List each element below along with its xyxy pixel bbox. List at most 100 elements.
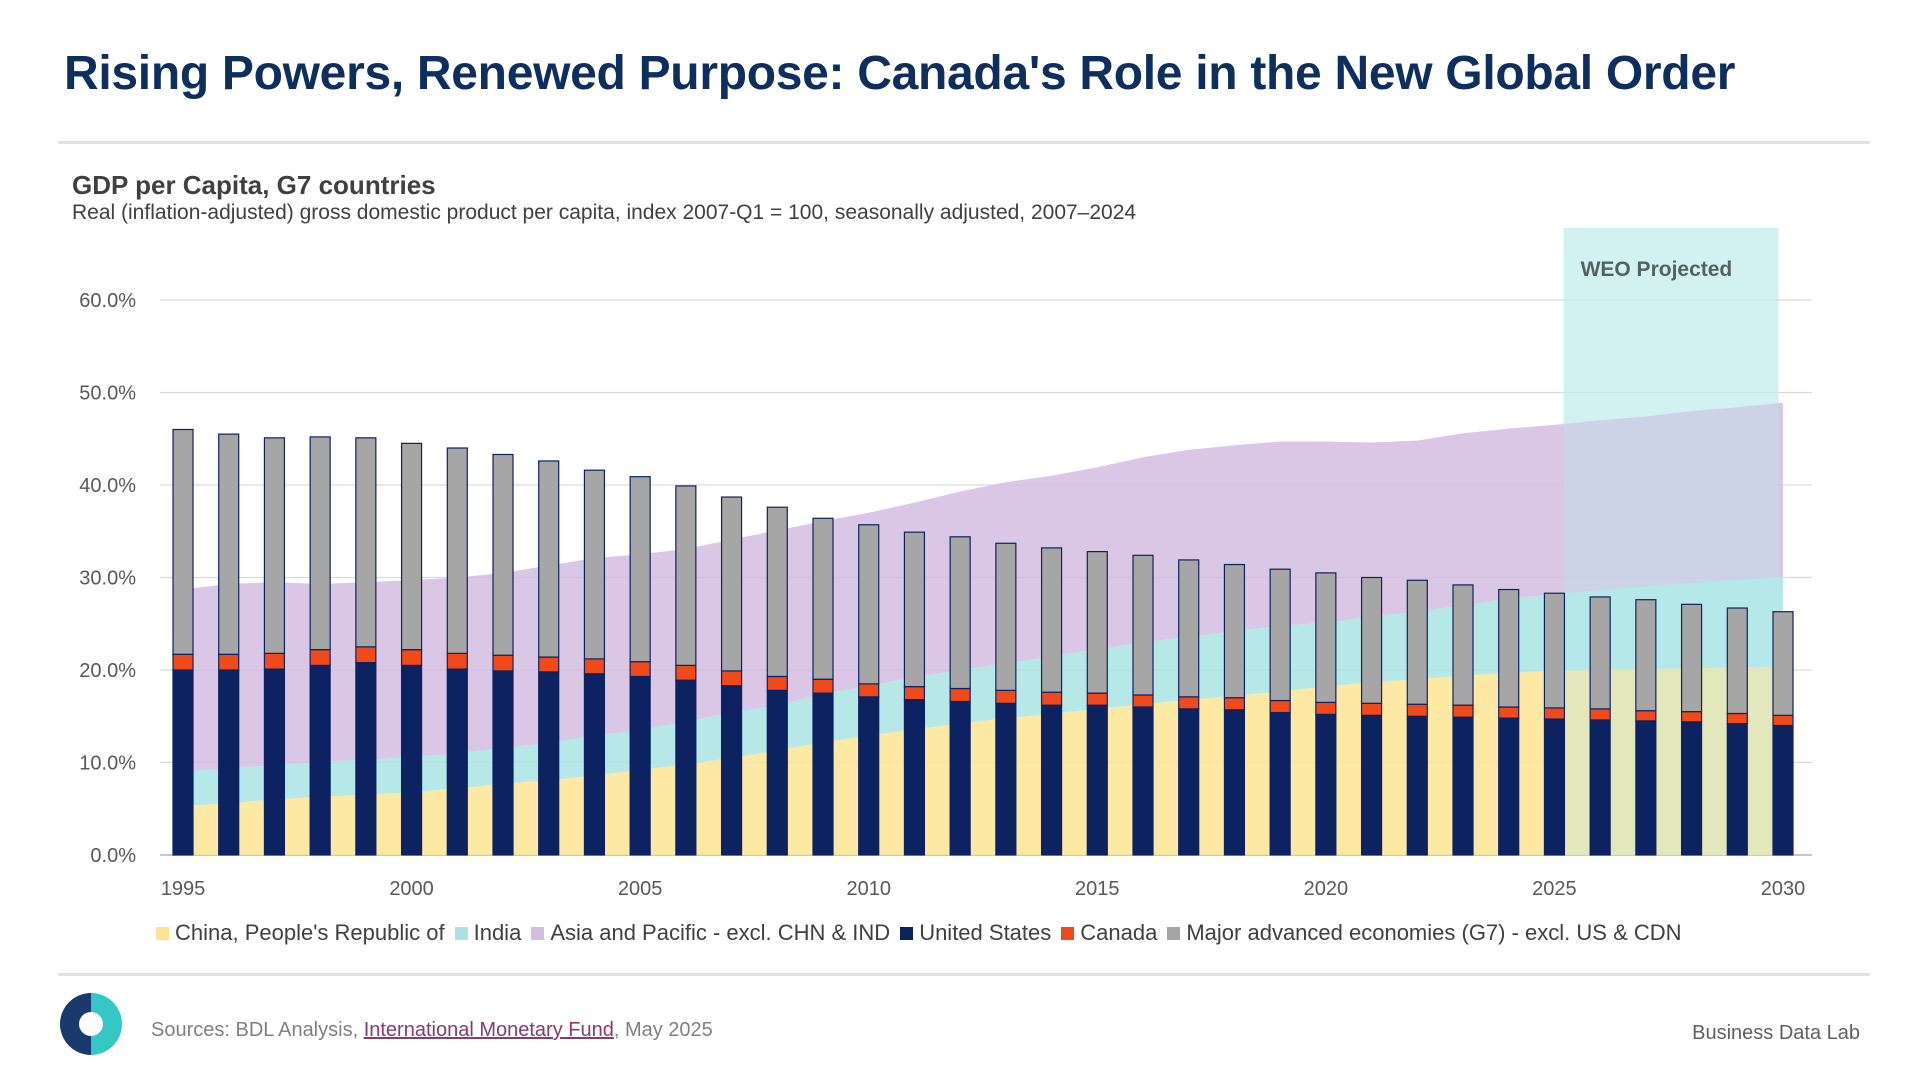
bar-canada (812, 678, 834, 694)
chart-title: GDP per Capita, G7 countries (72, 170, 436, 200)
x-tick-label: 2015 (1075, 878, 1120, 900)
bar-canada (446, 652, 468, 670)
projection-label: WEO Projected (1581, 258, 1733, 281)
bar-canada (583, 658, 606, 675)
bar-us (995, 702, 1017, 856)
legend-item: China, People's Republic of (156, 920, 445, 946)
bar-g7 (858, 524, 880, 685)
bar-g7 (1452, 584, 1474, 706)
bar-us (1406, 715, 1428, 856)
bar-canada (1452, 704, 1474, 718)
bar-us (1269, 711, 1291, 856)
bar-canada (1680, 711, 1703, 723)
bar-canada (1543, 707, 1566, 720)
y-tick-label: 50.0% (79, 383, 136, 405)
bar-canada (400, 649, 423, 666)
bar-canada (1589, 708, 1611, 721)
bar-g7 (583, 469, 606, 660)
legend-swatch (531, 926, 545, 940)
brand-name: Business Data Lab (1692, 1022, 1860, 1044)
bar-g7 (172, 428, 194, 655)
bar-g7 (1132, 554, 1154, 696)
header-divider (58, 141, 1870, 144)
bar-us (812, 692, 834, 856)
area-china (183, 666, 1783, 855)
bar-g7 (1589, 596, 1611, 710)
bar-us (1772, 724, 1794, 856)
sources-suffix: , May 2025 (613, 1019, 713, 1041)
legend-swatch (454, 926, 468, 940)
bar-g7 (1635, 599, 1657, 712)
bar-us (218, 669, 240, 856)
imf-source-link[interactable]: International Monetary Fund (363, 1019, 614, 1041)
bar-us (263, 668, 286, 856)
bar-g7 (309, 436, 331, 651)
bar-us (1635, 720, 1657, 856)
legend-item: United States (900, 920, 1051, 946)
bar-g7 (1040, 547, 1063, 693)
x-tick-label: 1995 (161, 878, 206, 900)
bar-us (1132, 706, 1154, 856)
bar-g7 (1269, 568, 1291, 702)
bar-us (1452, 716, 1474, 856)
bar-g7 (1680, 603, 1703, 713)
legend-swatch (1061, 926, 1075, 940)
legend-label: Asia and Pacific - excl. CHN & IND (550, 920, 891, 945)
bar-us (446, 668, 468, 856)
bar-g7 (446, 447, 468, 654)
bar-us (1543, 718, 1566, 856)
bar-g7 (1726, 607, 1748, 715)
bar-g7 (949, 536, 971, 690)
y-tick-label: 40.0% (79, 475, 136, 497)
bar-g7 (629, 476, 651, 663)
footer-divider (58, 973, 1870, 976)
bar-us (309, 664, 331, 856)
bar-us (1178, 708, 1200, 856)
bar-us (1086, 704, 1108, 856)
bar-g7 (1360, 576, 1383, 704)
legend-swatch (900, 926, 914, 940)
bar-g7 (1498, 588, 1520, 708)
bar-canada (675, 664, 697, 681)
bar-g7 (400, 442, 423, 651)
bar-us (172, 669, 194, 856)
bar-g7 (218, 433, 240, 655)
legend-item: Canada (1061, 920, 1157, 946)
bar-canada (766, 675, 788, 691)
bar-us (538, 671, 560, 856)
bar-us (1360, 714, 1383, 856)
bar-canada (1726, 712, 1748, 725)
bar-us (949, 700, 971, 856)
bar-g7 (355, 437, 377, 648)
bar-canada (1223, 697, 1246, 711)
x-tick-label: 2005 (618, 878, 663, 900)
area-asia (183, 402, 1783, 772)
business-data-lab-logo (60, 993, 122, 1055)
x-tick-label: 2020 (1304, 878, 1349, 900)
bar-us (400, 664, 423, 856)
bar-g7 (903, 531, 926, 688)
bar-canada (1360, 702, 1383, 716)
bar-us (1680, 721, 1703, 856)
bar-g7 (812, 517, 834, 680)
bar-canada (309, 649, 331, 666)
sources-note: Sources: BDL Analysis, International Mon… (151, 1019, 713, 1042)
y-tick-label: 20.0% (79, 660, 136, 682)
bar-canada (1406, 703, 1428, 717)
bar-canada (995, 689, 1017, 704)
x-tick-label: 2000 (389, 878, 434, 900)
bar-canada (1040, 691, 1063, 706)
legend-label: India (473, 920, 522, 945)
legend-item: India (454, 920, 522, 946)
bar-us (858, 696, 880, 856)
x-tick-label: 2010 (846, 878, 891, 900)
legend-label: Major advanced economies (G7) - excl. US… (1186, 920, 1682, 945)
bar-canada (172, 653, 194, 671)
legend-item: Asia and Pacific - excl. CHN & IND (531, 920, 890, 946)
legend-item: Major advanced economies (G7) - excl. US… (1167, 920, 1682, 946)
bar-canada (263, 652, 286, 670)
bar-g7 (1223, 563, 1246, 699)
bar-canada (1269, 699, 1291, 714)
bar-g7 (1543, 592, 1566, 709)
